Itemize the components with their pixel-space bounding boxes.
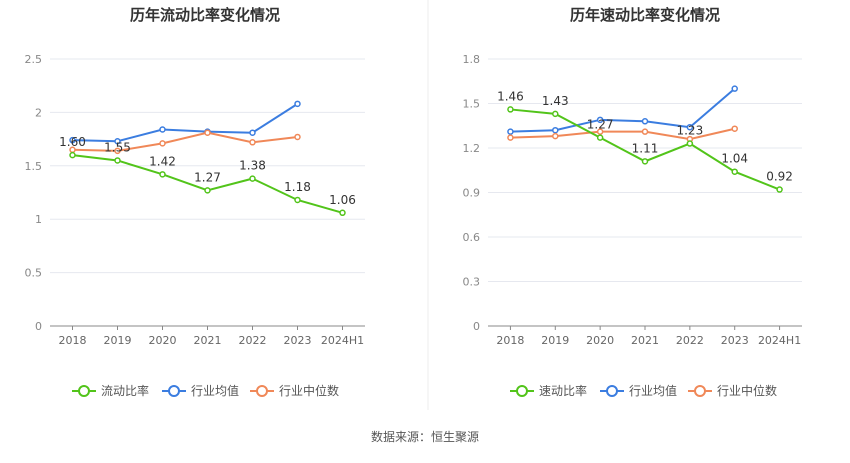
data-point — [552, 110, 559, 118]
data-label: 1.55 — [104, 140, 131, 154]
chart-title: 历年流动比率变化情况 — [130, 6, 280, 24]
chart-title: 历年速动比率变化情况 — [570, 6, 720, 24]
x-tick-label: 2024H1 — [321, 334, 364, 347]
data-label: 1.27 — [587, 118, 614, 132]
x-tick-label: 2018 — [59, 334, 87, 347]
legend-item-industry-mean-marker — [168, 385, 180, 397]
data-point — [507, 106, 514, 113]
data-label: 1.38 — [239, 159, 266, 173]
data-point — [204, 129, 211, 136]
x-tick-label: 2019 — [541, 334, 569, 347]
data-point — [686, 140, 694, 147]
data-point — [731, 85, 738, 92]
y-tick-label: 2 — [35, 106, 42, 119]
legend-item-industry-median-marker — [256, 385, 268, 397]
data-point — [69, 136, 76, 144]
x-tick-label: 2022 — [676, 334, 704, 347]
data-point — [686, 123, 694, 131]
data-label: 1.11 — [632, 141, 659, 155]
data-point — [552, 132, 559, 140]
x-tick-label: 2023 — [284, 334, 312, 347]
data-label: 1.06 — [329, 193, 356, 207]
data-label: 1.18 — [284, 180, 311, 194]
legend-item-main: 流动比率 — [101, 383, 149, 398]
data-point — [159, 140, 166, 147]
data-label: 0.92 — [766, 170, 793, 184]
x-tick-label: 2023 — [721, 334, 749, 347]
series-line-industry-mean — [72, 103, 299, 143]
data-point — [249, 129, 256, 136]
data-point — [114, 157, 121, 164]
x-tick-label: 2020 — [149, 334, 177, 347]
source-label: 数据来源：恒生聚源 — [370, 430, 479, 444]
data-point — [249, 139, 256, 146]
data-point — [159, 171, 166, 178]
y-tick-label: 1.5 — [463, 98, 481, 111]
data-point — [641, 128, 649, 135]
data-point — [596, 134, 604, 141]
y-tick-label: 0.6 — [463, 231, 481, 244]
y-tick-label: 1 — [35, 213, 42, 226]
x-tick-label: 2021 — [631, 334, 659, 347]
series-line-industry-median — [510, 127, 735, 141]
data-point — [69, 151, 76, 159]
legend-item-industry-median: 行业中位数 — [717, 383, 777, 398]
y-tick-label: 2.5 — [25, 53, 43, 66]
data-label: 1.46 — [497, 89, 524, 103]
data-point — [294, 133, 301, 141]
y-tick-label: 1.5 — [25, 160, 43, 173]
legend-item-industry-mean-marker — [606, 385, 618, 397]
legend-item-main-marker — [516, 385, 528, 397]
data-label: 1.42 — [149, 154, 176, 168]
data-point — [114, 137, 121, 145]
data-label: 1.27 — [194, 170, 221, 184]
data-point — [596, 128, 604, 135]
y-tick-label: 0 — [473, 320, 480, 333]
data-point — [596, 116, 604, 124]
data-point — [776, 186, 783, 193]
data-point — [114, 147, 121, 155]
x-tick-label: 2021 — [194, 334, 222, 347]
data-point — [204, 187, 211, 194]
legend-item-industry-mean: 行业均值 — [191, 383, 239, 398]
x-tick-label: 2020 — [586, 334, 614, 347]
legend-item-industry-median-marker — [694, 385, 706, 397]
data-point — [294, 100, 301, 108]
data-point — [641, 118, 649, 125]
data-point — [731, 168, 738, 175]
data-point — [641, 158, 649, 165]
data-label: 1.23 — [676, 124, 703, 138]
y-tick-label: 0.3 — [463, 276, 481, 289]
y-tick-label: 1.2 — [463, 142, 481, 155]
legend-item-industry-mean: 行业均值 — [629, 383, 677, 398]
data-label: 1.60 — [59, 135, 86, 149]
y-tick-label: 1.8 — [463, 53, 481, 66]
data-point — [507, 128, 514, 135]
data-label: 1.43 — [542, 94, 569, 108]
legend-item-industry-median: 行业中位数 — [279, 383, 339, 398]
x-tick-label: 2018 — [496, 334, 524, 347]
data-point — [552, 126, 559, 134]
series-line-industry-median — [72, 131, 298, 152]
x-tick-label: 2022 — [239, 334, 267, 347]
y-tick-label: 0.5 — [25, 267, 43, 280]
data-point — [294, 196, 301, 204]
y-tick-label: 0 — [35, 320, 42, 333]
data-point — [339, 209, 346, 217]
data-point — [159, 126, 166, 133]
data-label: 1.04 — [721, 152, 748, 166]
x-tick-label: 2024H1 — [758, 334, 801, 347]
data-point — [731, 125, 738, 132]
data-point — [507, 134, 514, 141]
x-tick-label: 2019 — [104, 334, 132, 347]
legend-item-main: 速动比率 — [539, 383, 587, 398]
series-line-industry-mean — [510, 87, 736, 133]
data-point — [249, 175, 256, 182]
legend-item-main-marker — [78, 385, 90, 397]
y-tick-label: 0.9 — [463, 187, 481, 200]
